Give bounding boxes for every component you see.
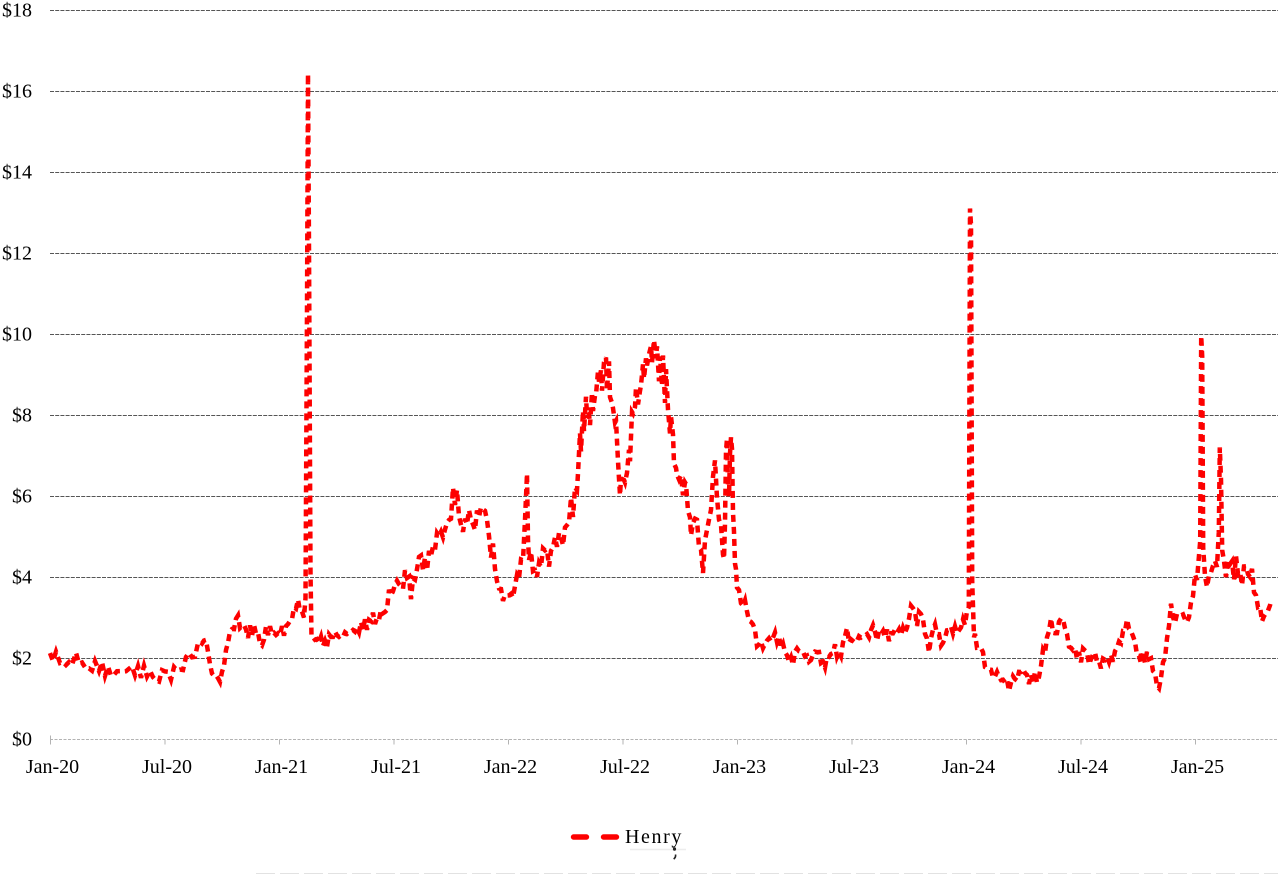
svg-text:$2: $2 — [12, 648, 32, 670]
svg-text:$4: $4 — [12, 567, 32, 589]
svg-text:$0: $0 — [12, 729, 32, 751]
svg-text:$18: $18 — [2, 0, 32, 22]
svg-text:Jan-23: Jan-23 — [713, 756, 766, 778]
svg-text:Jan-21: Jan-21 — [255, 756, 308, 778]
svg-text:Henry: Henry — [625, 826, 683, 848]
svg-text:Jul-21: Jul-21 — [371, 756, 421, 778]
svg-text:Jul-23: Jul-23 — [829, 756, 879, 778]
svg-text:$12: $12 — [2, 243, 32, 265]
svg-text:Jan-22: Jan-22 — [484, 756, 537, 778]
svg-text:$14: $14 — [2, 162, 32, 184]
svg-text:$6: $6 — [12, 486, 32, 508]
svg-text:Jul-20: Jul-20 — [142, 756, 192, 778]
svg-text:$8: $8 — [12, 405, 32, 427]
svg-text:Jan-24: Jan-24 — [942, 756, 995, 778]
svg-text:$10: $10 — [2, 324, 32, 346]
svg-text:Jan-25: Jan-25 — [1171, 756, 1224, 778]
svg-text:Jan-20: Jan-20 — [26, 756, 79, 778]
svg-text:$16: $16 — [2, 81, 32, 103]
svg-text:Jul-22: Jul-22 — [600, 756, 650, 778]
svg-text:Jul-24: Jul-24 — [1058, 756, 1108, 778]
